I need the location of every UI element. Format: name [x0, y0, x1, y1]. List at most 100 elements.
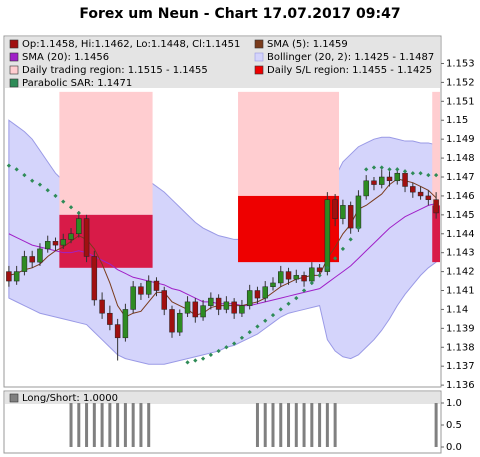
legend-label: Op:1.1458, Hi:1.1462, Lo:1.1448, Cl:1.14… — [22, 39, 240, 50]
candle-body — [138, 286, 144, 295]
candle-body — [83, 218, 90, 257]
sar-dot — [208, 352, 213, 357]
bar — [131, 403, 135, 447]
sar-dot — [30, 178, 35, 183]
legend-label: Bollinger (20, 2): 1.1425 - 1.1487 — [267, 52, 434, 63]
sar-dot — [301, 288, 307, 293]
y-tick-label: 1.14 — [446, 304, 468, 315]
bar — [287, 403, 291, 447]
legend-swatch — [9, 39, 19, 49]
y-tick-label: 1.138 — [446, 342, 475, 353]
sar-dot — [309, 280, 314, 286]
candle-body — [215, 297, 222, 310]
sar-dot — [364, 167, 369, 172]
bar — [108, 403, 112, 447]
legend-swatch — [9, 52, 19, 62]
bar — [92, 403, 96, 447]
bar — [69, 403, 73, 447]
bar — [85, 403, 89, 447]
sar-dot — [410, 171, 415, 176]
candle-body — [417, 191, 424, 197]
candle-body — [402, 172, 408, 187]
candle-body — [270, 282, 276, 287]
bar — [100, 403, 104, 447]
y-tick-label: 0.0 — [446, 442, 462, 453]
candle-body — [394, 172, 401, 182]
sar-dot — [76, 210, 81, 216]
candle-body — [231, 301, 237, 314]
sar-dot — [45, 188, 50, 193]
candle-body — [6, 271, 12, 282]
candle-body — [239, 305, 245, 314]
legend-label: Daily trading region: 1.1515 - 1.1455 — [22, 65, 208, 76]
sar-dot — [333, 256, 338, 261]
sar-dot — [379, 165, 384, 170]
candle-body — [324, 199, 331, 272]
sar-dot — [263, 318, 268, 323]
candle-body — [363, 180, 369, 197]
candle-body — [262, 286, 268, 299]
sl-region — [59, 214, 153, 268]
legend-swatch — [254, 39, 264, 49]
candle-body — [107, 312, 113, 325]
sar-dot — [387, 167, 392, 172]
y-tick-label: 1.144 — [446, 229, 475, 240]
trading-region — [59, 91, 153, 215]
candle-body — [60, 239, 66, 246]
candle-body — [13, 271, 20, 282]
candle-body — [285, 271, 292, 280]
trading-region — [432, 91, 440, 206]
legend-label: SMA (5): 1.1459 — [267, 39, 348, 50]
sar-dot — [200, 356, 206, 361]
bar — [255, 403, 259, 447]
bar — [123, 403, 127, 447]
y-tick-label: 1.147 — [446, 172, 475, 183]
candle-body — [355, 195, 362, 229]
sar-dot — [402, 169, 408, 174]
y-tick-label: 1.146 — [446, 191, 475, 202]
candle-body — [76, 218, 82, 235]
legend-swatch — [254, 65, 264, 75]
bar — [333, 403, 337, 447]
legend-swatch — [9, 393, 19, 403]
candle-body — [44, 241, 51, 250]
bar — [434, 403, 438, 447]
candle-body — [29, 256, 35, 263]
candle-body — [347, 205, 354, 229]
bar — [279, 403, 283, 447]
bar — [325, 403, 329, 447]
bar — [318, 403, 322, 447]
candle-body — [293, 275, 300, 280]
candle-body — [21, 256, 28, 272]
candle-body — [371, 180, 377, 185]
legend-background — [5, 392, 440, 404]
sar-dot — [356, 225, 361, 231]
candle-body — [410, 186, 416, 193]
bar — [294, 403, 298, 447]
candle-body — [177, 312, 183, 333]
candle-body — [309, 267, 315, 282]
y-tick-label: 0.5 — [446, 420, 462, 431]
y-tick-label: 1.139 — [446, 323, 475, 334]
sar-dot — [247, 330, 252, 335]
candle-body — [169, 309, 175, 333]
candle-body — [433, 199, 439, 214]
candle-body — [161, 290, 167, 310]
legend-label: Daily S/L region: 1.1455 - 1.1425 — [267, 65, 432, 76]
bar — [147, 403, 151, 447]
candle-body — [99, 299, 105, 314]
y-tick-label: 1.148 — [446, 153, 475, 164]
y-tick-label: 1.145 — [446, 210, 475, 221]
candle-body — [301, 275, 307, 282]
chart-title: Forex um Neun - Chart 17.07.2017 09:47 — [79, 6, 400, 22]
y-tick-label: 1.15 — [446, 115, 468, 126]
sar-dot — [395, 167, 400, 172]
sar-dot — [224, 345, 229, 350]
candle-body — [278, 271, 284, 284]
sar-dot — [239, 335, 245, 340]
sar-dot — [22, 172, 27, 178]
sar-dot — [433, 172, 439, 178]
sar-dot — [193, 358, 198, 363]
candle-body — [386, 176, 393, 182]
y-tick-label: 1.0 — [446, 398, 462, 409]
